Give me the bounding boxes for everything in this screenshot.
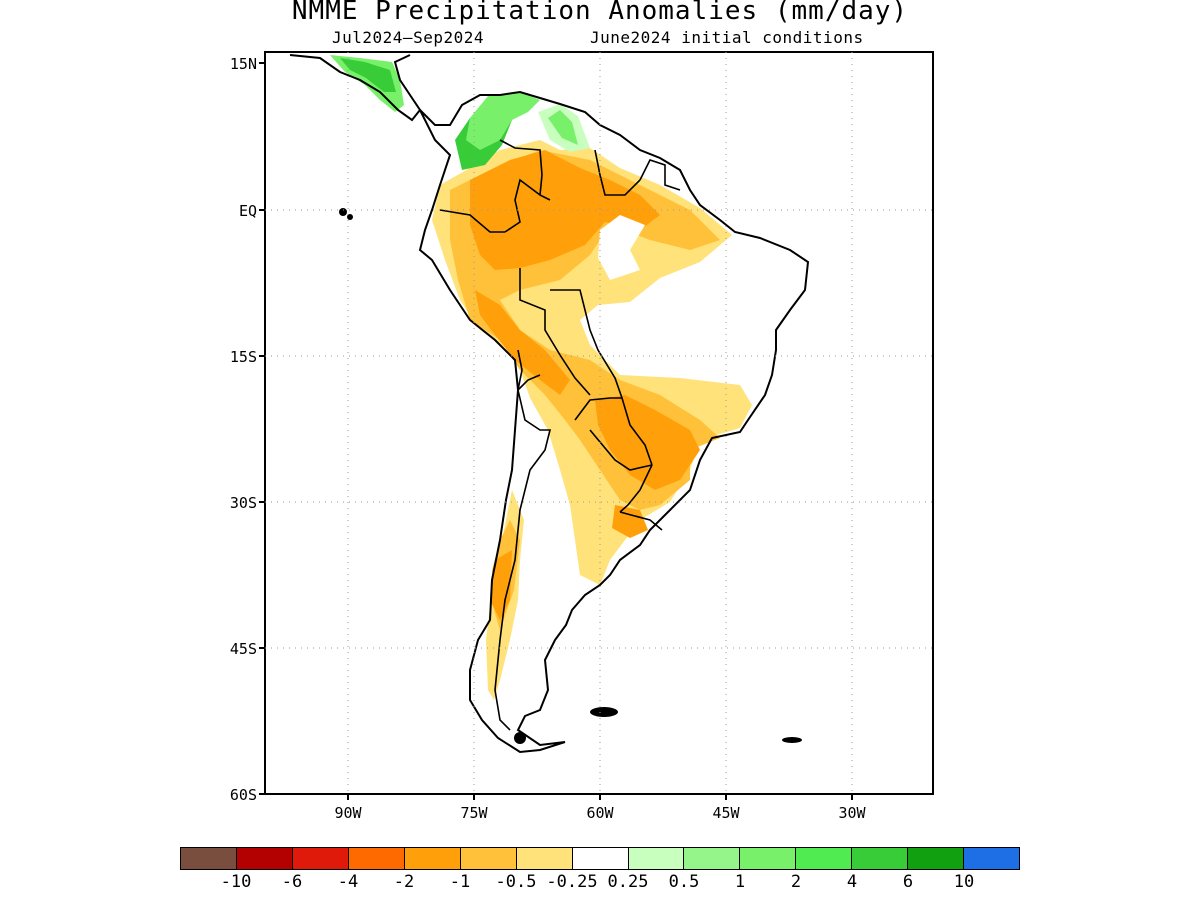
longitude-label: 30W xyxy=(838,804,866,822)
colorbar-swatch xyxy=(236,848,293,869)
border-ecuador-peru xyxy=(439,209,505,233)
colorbar-tick-label: 0.5 xyxy=(668,872,700,892)
colorbar-swatch xyxy=(684,848,741,869)
border-venezuela-guyana xyxy=(594,149,641,196)
anomaly-orange-andes xyxy=(475,290,570,395)
longitude-label: 90W xyxy=(334,804,362,822)
border-peru-chile xyxy=(517,349,523,391)
colorbar-swatch xyxy=(740,848,797,869)
longitude-label: 45W xyxy=(712,804,740,822)
colorbar-swatch xyxy=(181,848,237,869)
anomaly-orange-parana xyxy=(595,395,700,490)
border-bolivia-paraguay xyxy=(574,397,653,466)
latitude-label: EQ xyxy=(239,202,257,220)
colorbar-tick-label: -2 xyxy=(393,872,415,892)
coastlines xyxy=(289,54,810,754)
south-america-coastline xyxy=(418,90,810,754)
colorbar-tick-label: -1 xyxy=(449,872,471,892)
colorbar-swatch xyxy=(628,848,685,869)
init-conditions-subtitle: June2024 initial conditions xyxy=(590,28,864,47)
colorbar-tick-label: -0.25 xyxy=(546,872,598,892)
colorbar-swatch xyxy=(852,848,909,869)
anomaly-green-central-america-dark xyxy=(340,58,396,92)
colorbar-swatch xyxy=(292,848,349,869)
latitude-label: 60S xyxy=(230,786,257,804)
latitude-label: 45S xyxy=(230,640,257,658)
central-america-coastline xyxy=(289,54,422,122)
precipitation-map: 15N EQ 15S 30S 45S 60S 90W 75W 60W 45W 30W xyxy=(230,51,934,822)
longitude-label: 75W xyxy=(460,804,488,822)
colorbar-swatch xyxy=(460,848,517,869)
colorbar-swatch xyxy=(796,848,853,869)
colorbar-tick-label: 10 xyxy=(953,872,975,892)
anomaly-orange-uruguay xyxy=(612,505,648,538)
colorbar-tick-label: -6 xyxy=(281,872,303,892)
border-colombia-venezuela xyxy=(499,139,551,201)
colorbar-tick-label: 0.25 xyxy=(607,872,649,892)
latitude-label: 30S xyxy=(230,494,257,512)
anomaly-green-venezuela xyxy=(548,110,578,145)
galapagos-island xyxy=(339,208,347,216)
colorbar-tick-label: 2 xyxy=(790,872,802,892)
border-chile-argentina xyxy=(494,389,552,731)
falkland-islands xyxy=(590,707,618,717)
galapagos-island xyxy=(347,214,353,220)
latitude-label: 15N xyxy=(230,55,257,73)
islands xyxy=(339,208,802,744)
border-uruguay xyxy=(619,511,663,531)
border-chile-bolivia xyxy=(517,374,541,391)
season-subtitle: Jul2024–Sep2024 xyxy=(332,28,484,47)
anomaly-green-colombia-edge xyxy=(466,92,540,150)
colorbar-tick-label: -10 xyxy=(220,872,252,892)
border-brazil-bolivia xyxy=(550,289,623,399)
colorbar-tick-label: -4 xyxy=(337,872,359,892)
country-borders xyxy=(439,139,681,731)
colorbar xyxy=(180,847,1020,870)
colorbar-swatch xyxy=(964,848,1020,869)
border-colombia-brazil xyxy=(504,178,541,233)
anomaly-neutral-brazil xyxy=(598,215,645,280)
border-peru-bolivia xyxy=(519,268,591,396)
graticule: 15N EQ 15S 30S 45S 60S 90W 75W 60W 45W 30W xyxy=(230,52,933,822)
colorbar-tick-label: -0.5 xyxy=(495,872,537,892)
latitude-label: 15S xyxy=(230,348,257,366)
colorbar-tick-label: 1 xyxy=(734,872,746,892)
colorbar-swatch xyxy=(348,848,405,869)
border-argentina-brazil xyxy=(619,464,653,513)
map-title: NMME Precipitation Anomalies (mm/day) xyxy=(291,0,909,26)
tierra-del-fuego-island xyxy=(514,732,526,744)
colorbar-swatch xyxy=(572,848,629,869)
colorbar-swatch xyxy=(908,848,965,869)
colorbar-swatch xyxy=(404,848,461,869)
colorbar-tick-label: 6 xyxy=(902,872,914,892)
colorbar-tick-label: 4 xyxy=(846,872,858,892)
longitude-label: 60W xyxy=(586,804,614,822)
south-georgia-island xyxy=(782,737,802,743)
colorbar-swatch xyxy=(516,848,573,869)
anomaly-shading xyxy=(330,55,752,700)
border-guianas xyxy=(639,159,681,191)
border-paraguay-argentina xyxy=(589,429,653,471)
